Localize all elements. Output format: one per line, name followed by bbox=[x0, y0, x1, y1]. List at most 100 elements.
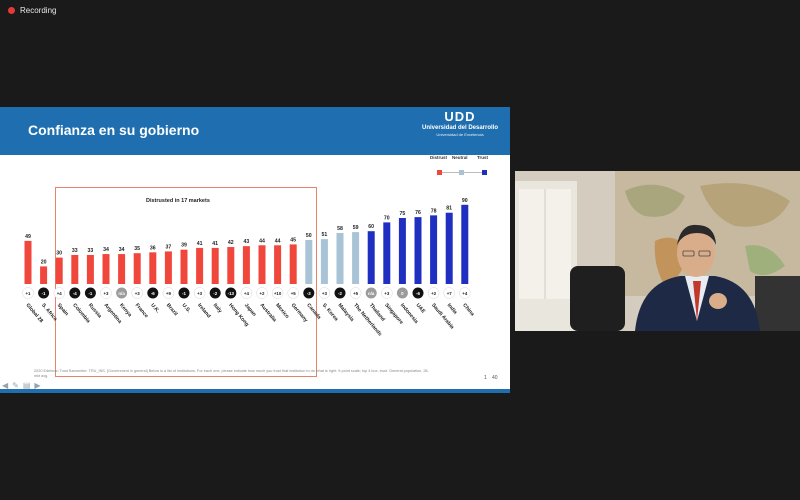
slide-footnote: 2020 Edelman Trust Barometer. TRU_INS. [… bbox=[34, 369, 429, 378]
chart-bar bbox=[383, 222, 391, 284]
category-tick-label: Ireland bbox=[196, 302, 212, 319]
change-badge-label: +1 bbox=[25, 291, 31, 296]
change-badge bbox=[349, 287, 362, 299]
change-badge bbox=[178, 287, 190, 299]
chart-legend: Distrust Neutral Trust bbox=[430, 155, 495, 185]
legend-trust-label: Trust bbox=[477, 155, 489, 160]
change-badge-label: -13 bbox=[228, 291, 235, 296]
chart-bar bbox=[102, 254, 110, 284]
chart-bar bbox=[445, 212, 453, 284]
distrusted-callout-box: Distrusted in 17 markets bbox=[55, 187, 317, 377]
change-badge-label: +9 bbox=[166, 291, 172, 296]
shared-slide: Confianza en su gobierno UDD Universidad… bbox=[0, 107, 510, 393]
slides-grid-icon[interactable]: ▤ bbox=[22, 381, 31, 390]
chart-bar bbox=[149, 252, 157, 284]
change-badge bbox=[318, 287, 331, 299]
chart-bar bbox=[414, 217, 422, 284]
category-tick-label: Brazil bbox=[165, 302, 179, 317]
chart-bar bbox=[289, 244, 297, 284]
change-badge-label: -6 bbox=[416, 291, 420, 296]
bar-value-label: 43 bbox=[244, 239, 250, 245]
bar-value-label: 42 bbox=[228, 240, 234, 246]
bar-value-label: 30 bbox=[56, 251, 62, 257]
change-badge bbox=[100, 287, 112, 299]
category-tick-label: Japan bbox=[243, 302, 257, 317]
change-badge-label: n/a bbox=[118, 291, 125, 296]
edit-icon[interactable]: ✎ bbox=[12, 381, 19, 390]
change-badge bbox=[271, 287, 284, 299]
chart-bar bbox=[24, 240, 32, 284]
chart-bar bbox=[367, 231, 375, 284]
legend-neutral-label: Neutral bbox=[452, 155, 468, 160]
change-badge-label: 0 bbox=[401, 291, 404, 296]
university-logo: UDD Universidad del Desarrollo Universid… bbox=[410, 110, 510, 150]
chart-bar bbox=[398, 218, 406, 284]
category-tick-label: Italy bbox=[212, 302, 223, 314]
change-badge-label: -2 bbox=[338, 291, 342, 296]
callout-label: Distrusted in 17 markets bbox=[146, 198, 210, 204]
change-badge bbox=[303, 287, 315, 299]
bar-value-label: 34 bbox=[103, 247, 109, 253]
chart-bar bbox=[320, 239, 328, 284]
participant-video-image bbox=[515, 171, 800, 331]
chart-bar bbox=[55, 257, 63, 284]
slide-title: Confianza en su gobierno bbox=[28, 122, 200, 138]
chart-bar bbox=[305, 240, 313, 284]
bar-value-label: 78 bbox=[431, 208, 437, 214]
change-badge bbox=[193, 287, 206, 299]
chart-bar bbox=[461, 204, 469, 284]
next-slide-icon[interactable]: ▶ bbox=[34, 381, 41, 390]
recording-label: Recording bbox=[20, 6, 57, 15]
bar-value-label: 41 bbox=[212, 241, 218, 247]
bar-value-label: 49 bbox=[25, 234, 31, 240]
change-badge-label: -6 bbox=[151, 291, 155, 296]
chart-bar bbox=[336, 232, 344, 284]
category-tick-label: Spain bbox=[56, 302, 70, 317]
chart-bar bbox=[164, 251, 172, 284]
change-badge bbox=[84, 287, 96, 299]
bar-value-label: 36 bbox=[150, 245, 156, 251]
chart-bar bbox=[86, 254, 94, 284]
change-badge bbox=[131, 287, 143, 299]
change-badge-label: -1 bbox=[182, 291, 186, 296]
bar-value-label: 37 bbox=[166, 244, 172, 250]
category-tick-label: France bbox=[134, 302, 150, 319]
change-badge-label: +4 bbox=[244, 291, 250, 296]
bar-value-label: 33 bbox=[88, 248, 94, 254]
category-tick-label: Kenya bbox=[118, 302, 133, 318]
bar-value-label: 45 bbox=[290, 237, 296, 243]
chart-bar bbox=[71, 254, 79, 284]
slide-header: Confianza en su gobierno UDD Universidad… bbox=[0, 107, 510, 155]
change-badge-label: +10 bbox=[274, 291, 282, 296]
change-badge bbox=[53, 287, 65, 299]
logo-mark: UDD bbox=[444, 109, 476, 124]
bar-value-label: 39 bbox=[181, 243, 187, 249]
category-tick-label: India bbox=[446, 302, 458, 315]
slide-footer-bar bbox=[0, 389, 510, 393]
change-badge-label: +5 bbox=[353, 291, 359, 296]
change-badge bbox=[459, 287, 471, 299]
chart-bar bbox=[196, 247, 204, 284]
logo-subtitle: Universidad de Excelencia bbox=[436, 132, 484, 137]
bar-value-label: 50 bbox=[306, 233, 312, 239]
category-tick-label: The Netherlands bbox=[352, 302, 383, 337]
legend-distrust-label: Distrust bbox=[430, 155, 448, 160]
change-badge bbox=[427, 287, 440, 299]
prev-slide-icon[interactable]: ◀ bbox=[2, 381, 9, 390]
change-badge bbox=[69, 287, 81, 299]
bar-value-label: 44 bbox=[259, 238, 265, 244]
bar-value-label: 35 bbox=[134, 246, 140, 252]
change-badge bbox=[22, 287, 34, 299]
change-badge-label: -2 bbox=[213, 291, 217, 296]
legend-neutral-swatch bbox=[459, 170, 464, 175]
chart-bar bbox=[352, 232, 360, 284]
change-badge-label: +2 bbox=[259, 291, 265, 296]
change-badge bbox=[162, 287, 175, 299]
chart-bar bbox=[133, 253, 141, 284]
change-badge bbox=[38, 287, 50, 299]
change-badge bbox=[256, 287, 268, 299]
change-badge-label: +3 bbox=[322, 291, 328, 296]
change-badge-label: +4 bbox=[57, 291, 63, 296]
change-badge-label: +4 bbox=[462, 291, 468, 296]
